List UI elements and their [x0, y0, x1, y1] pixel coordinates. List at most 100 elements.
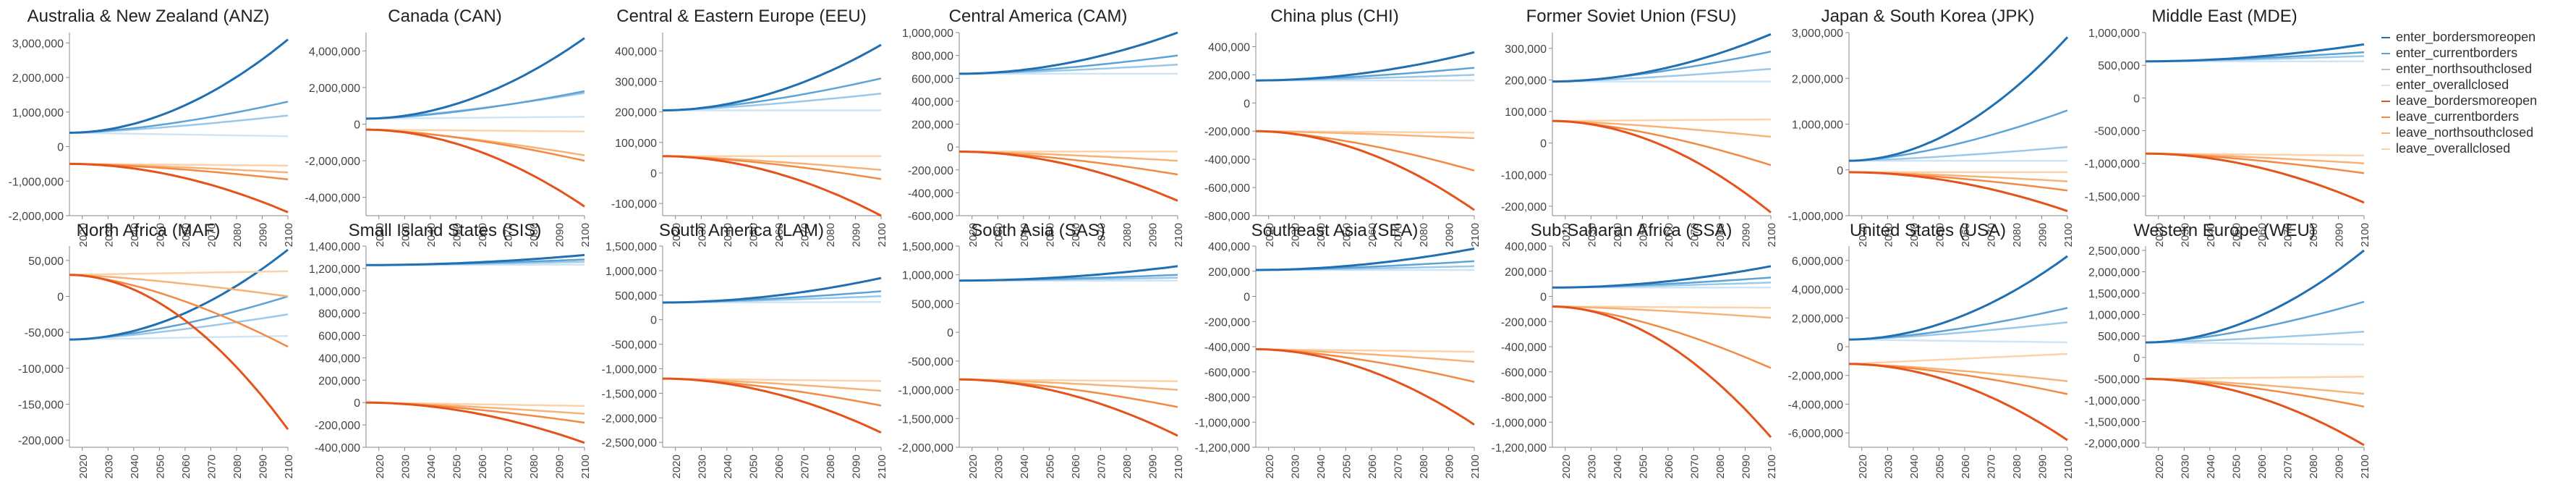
y-tick-label: 0: [1540, 292, 1547, 304]
x-tick-label: 2080: [231, 455, 244, 478]
y-tick-label: -150,000: [18, 399, 64, 411]
y-tick-label: 500,000: [911, 298, 953, 311]
y-tick-label: 1,000,000: [902, 270, 953, 282]
y-tick-label: -2,500,000: [601, 437, 657, 449]
series-line: [365, 90, 585, 120]
x-tick-label: 2030: [2179, 455, 2191, 478]
panel-title: United States (USA): [1850, 221, 2006, 240]
x-tick-label: 2030: [992, 455, 1005, 478]
panel-title: South Asia (SAS): [971, 221, 1105, 240]
y-tick-label: 2,000,000: [309, 83, 360, 95]
panel-title: Central America (CAM): [949, 7, 1128, 26]
x-tick-label: 2030: [103, 223, 115, 247]
series-line: [1848, 352, 2068, 366]
x-tick-label: 2080: [1418, 223, 1430, 247]
y-tick-label: -2,000,000: [2084, 438, 2140, 450]
x-tick-label: 2080: [2308, 223, 2320, 247]
x-tick-label: 2060: [477, 223, 489, 247]
x-tick-label: 2100: [283, 455, 295, 478]
legend-item[interactable]: leave_bordersmoreopen: [2381, 93, 2569, 109]
legend-item[interactable]: leave_currentborders: [2381, 109, 2569, 124]
y-tick-label: -200,000: [908, 165, 953, 177]
x-tick-label: 2080: [1418, 455, 1430, 478]
series-line: [365, 128, 585, 208]
x-tick-label: 2090: [1147, 223, 1159, 247]
series-line: [365, 401, 585, 444]
chart-panel: Australia & New Zealand (ANZ) 3,000,000 2,…: [8, 7, 295, 247]
y-tick-label: -500,000: [611, 339, 657, 352]
y-tick-label: 1,500,000: [902, 241, 953, 253]
y-tick-label: 0: [1540, 138, 1547, 151]
legend-item[interactable]: enter_bordersmoreopen: [2381, 29, 2569, 45]
x-tick-label: 2100: [1469, 455, 1482, 478]
y-tick-label: 400,000: [911, 96, 953, 109]
x-tick-label: 2080: [528, 455, 540, 478]
panel-title: Southeast Asia (SEA): [1251, 221, 1419, 240]
series-line: [365, 128, 585, 132]
series-line: [1848, 307, 2068, 341]
legend-swatch: [2381, 148, 2390, 151]
chart-panel: Central & Eastern Europe (EEU) 400,000 300…: [611, 7, 888, 247]
x-tick-label: 2080: [2011, 455, 2023, 478]
series-line: [1552, 118, 1771, 122]
y-tick-label: 1,000,000: [1792, 119, 1843, 132]
chart-panel: Japan & South Korea (JPK) 3,000,000 2,000,…: [1788, 7, 2075, 247]
series-line: [1848, 363, 2068, 442]
x-tick-label: 2030: [1586, 455, 1598, 478]
y-tick-label: -600,000: [908, 211, 953, 223]
legend-swatch: [2381, 117, 2390, 119]
x-tick-label: 2070: [2282, 455, 2294, 478]
x-tick-label: 2050: [154, 455, 166, 478]
panel-title: Sub-Saharan Africa (SSA): [1531, 221, 1733, 240]
series-line: [1255, 348, 1475, 363]
y-tick-label: -100,000: [1501, 169, 1547, 182]
x-tick-label: 2060: [2256, 223, 2269, 247]
y-tick-label: 4,000,000: [309, 46, 360, 58]
y-tick-label: 0: [1837, 165, 1843, 177]
y-tick-label: 1,000,000: [2088, 310, 2140, 322]
legend: enter_bordersmoreopen enter_currentborde…: [2381, 29, 2569, 156]
panel-title: Canada (CAN): [388, 7, 501, 26]
y-tick-label: -100,000: [18, 363, 64, 376]
y-tick-label: 2,500,000: [2088, 245, 2140, 258]
y-tick-label: -500,000: [908, 356, 953, 368]
y-tick-label: -1,000,000: [1194, 417, 1250, 429]
x-tick-label: 2100: [283, 223, 295, 247]
x-tick-label: 2030: [1289, 455, 1301, 478]
y-tick-label: 800,000: [318, 308, 360, 321]
series-line: [1552, 305, 1772, 319]
chart-panel: Former Soviet Union (FSU) 300,000 200,000 1…: [1501, 7, 1778, 247]
legend-label: leave_currentborders: [2396, 109, 2520, 124]
y-tick-label: -1,000,000: [1788, 211, 1843, 223]
y-tick-label: 0: [650, 168, 657, 180]
legend-item[interactable]: enter_overallclosed: [2381, 77, 2569, 93]
y-tick-label: -2,000,000: [601, 413, 657, 425]
y-tick-label: -600,000: [1501, 367, 1547, 379]
x-tick-label: 2060: [1960, 455, 1972, 478]
y-tick-label: 1,000,000: [2088, 28, 2140, 40]
y-tick-label: 0: [57, 292, 64, 304]
x-tick-label: 2070: [1095, 223, 1108, 247]
legend-item[interactable]: leave_northsouthclosed: [2381, 124, 2569, 140]
y-tick-label: 500,000: [615, 290, 657, 303]
x-tick-label: 2040: [722, 455, 734, 478]
legend-item[interactable]: enter_northsouthclosed: [2381, 61, 2569, 77]
y-tick-label: -500,000: [2094, 373, 2140, 386]
legend-item[interactable]: leave_overallclosed: [2381, 140, 2569, 156]
y-tick-label: -1,500,000: [601, 388, 657, 400]
x-tick-label: 2100: [1766, 455, 1778, 478]
y-tick-label: -1,000,000: [8, 176, 64, 188]
chart-panel: Central America (CAM) 1,000,000 800,000 600…: [902, 7, 1185, 247]
x-tick-label: 2050: [1934, 455, 1946, 478]
y-tick-label: 0: [1244, 98, 1250, 110]
x-tick-label: 2040: [1908, 455, 1921, 478]
y-tick-label: 1,000,000: [605, 266, 657, 278]
series-line: [2146, 377, 2365, 447]
legend-item[interactable]: enter_currentborders: [2381, 45, 2569, 61]
y-tick-label: -200,000: [1501, 316, 1547, 329]
y-tick-label: -1,500,000: [2084, 417, 2140, 429]
x-tick-label: 2090: [2036, 223, 2049, 247]
x-tick-label: 2020: [374, 223, 386, 247]
y-tick-label: 200,000: [911, 119, 953, 132]
